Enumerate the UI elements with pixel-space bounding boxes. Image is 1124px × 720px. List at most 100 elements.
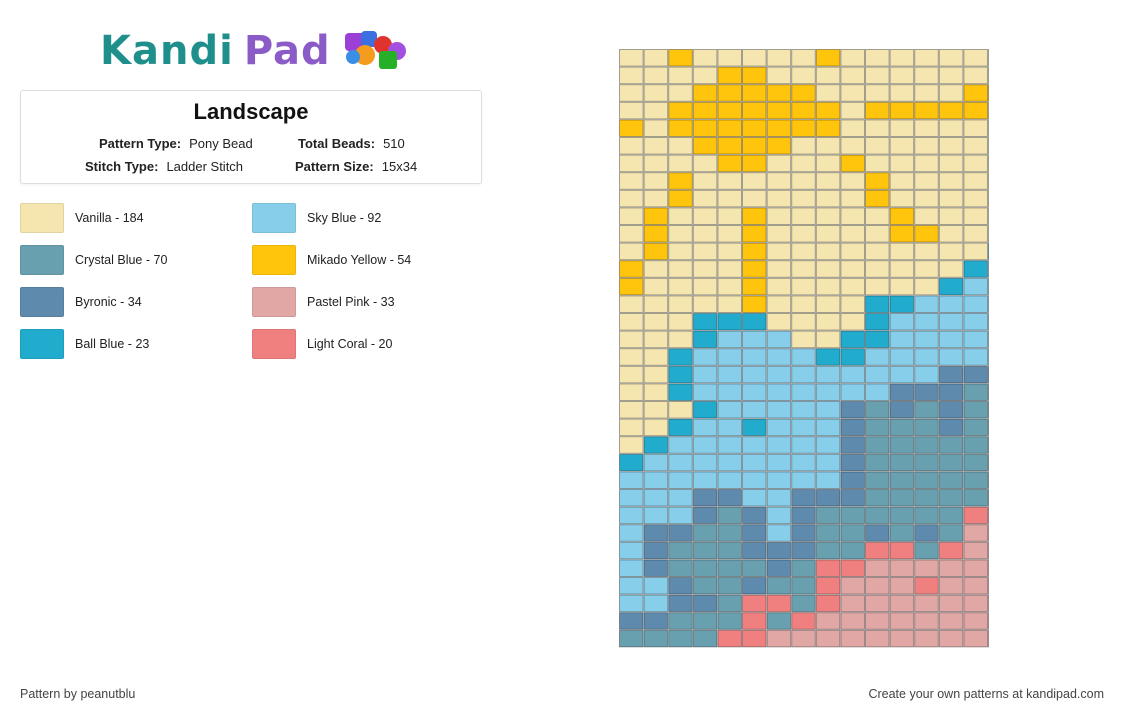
bead-cell — [988, 172, 989, 190]
bead-cell — [791, 137, 816, 155]
bead-cell — [914, 506, 939, 525]
bead-cell — [742, 66, 767, 85]
bead-cell — [668, 436, 693, 454]
kandipad-site-link[interactable]: Create your own patterns at kandipad.com — [868, 687, 1104, 701]
bead-cell — [988, 418, 989, 437]
bead-cell — [643, 559, 669, 577]
bead-cell — [766, 348, 792, 366]
bead-cell — [742, 295, 767, 313]
brand-logo[interactable]: Kandi Pad — [100, 24, 413, 78]
bead-cell — [643, 365, 669, 384]
bead-cell — [840, 612, 865, 630]
bead-cell — [963, 66, 988, 85]
bead-cell — [619, 313, 644, 331]
bead-cell — [791, 154, 816, 173]
bead-cell — [791, 260, 816, 278]
bead-cell — [643, 154, 669, 173]
bead-cell — [619, 594, 644, 613]
bead-cell — [766, 383, 792, 401]
bead-cell — [815, 242, 841, 261]
bead-cell — [619, 189, 644, 208]
legend-label: Sky Blue - 92 — [307, 211, 382, 225]
bead-cell — [766, 137, 792, 155]
bead-cell — [692, 612, 718, 630]
bead-cell — [963, 49, 988, 67]
bead-cell — [766, 189, 792, 208]
bead-cell — [889, 313, 915, 331]
bead-cell — [717, 401, 743, 419]
bead-cell — [643, 207, 669, 225]
bead-cell — [963, 559, 988, 577]
bead-cell — [889, 506, 915, 525]
bead-cell — [717, 313, 743, 331]
bead-cell — [963, 260, 988, 278]
bead-cell — [692, 524, 718, 542]
bead-cell — [988, 313, 989, 331]
bead-cell — [717, 436, 743, 454]
bead-cell — [865, 189, 890, 208]
bead-cell — [889, 154, 915, 173]
bead-cell — [717, 418, 743, 437]
bead-cell — [766, 612, 792, 630]
bead-cell — [914, 137, 939, 155]
bead-cell — [766, 119, 792, 138]
bead-cell — [988, 49, 989, 67]
bead-cell — [963, 84, 988, 102]
bead-cell — [692, 172, 718, 190]
bead-cell — [889, 436, 915, 454]
bead-cell — [914, 84, 939, 102]
bead-cell — [668, 401, 693, 419]
bead-cell — [963, 101, 988, 120]
bead-cell — [791, 418, 816, 437]
bead-cell — [938, 207, 964, 225]
bead-cell — [865, 137, 890, 155]
bead-cell — [766, 225, 792, 243]
bead-cell — [889, 629, 915, 648]
bead-cell — [815, 365, 841, 384]
bead-cell — [766, 49, 792, 67]
bead-cell — [717, 577, 743, 595]
bead-cell — [668, 629, 693, 648]
bead-cell — [766, 524, 792, 542]
bead-cell — [668, 225, 693, 243]
bead-cell — [692, 260, 718, 278]
bead-cell — [692, 207, 718, 225]
bead-cell — [619, 119, 644, 138]
bead-cell — [865, 348, 890, 366]
bead-cell — [840, 172, 865, 190]
bead-cell — [717, 295, 743, 313]
bead-cell — [717, 225, 743, 243]
bead-cell — [668, 453, 693, 472]
logo-pad-text: Pad — [243, 28, 331, 74]
bead-cell — [840, 524, 865, 542]
bead-cell — [742, 559, 767, 577]
bead-cell — [988, 559, 989, 577]
bead-cell — [791, 612, 816, 630]
legend-label: Byronic - 34 — [75, 295, 142, 309]
bead-cell — [815, 189, 841, 208]
bead-cell — [692, 295, 718, 313]
bead-cell — [643, 330, 669, 349]
bead-cell — [619, 277, 644, 296]
legend-item: Mikado Yellow - 54 — [252, 244, 472, 276]
bead-cell — [889, 524, 915, 542]
bead-cell — [692, 383, 718, 401]
bead-cell — [815, 295, 841, 313]
bead-cell — [840, 489, 865, 507]
bead-cell — [766, 242, 792, 261]
bead-cell — [791, 489, 816, 507]
bead-cell — [938, 629, 964, 648]
bead-cell — [766, 260, 792, 278]
bead-cell — [889, 295, 915, 313]
bead-cell — [668, 313, 693, 331]
bead-cell — [619, 383, 644, 401]
bead-cell — [791, 172, 816, 190]
bead-cell — [692, 506, 718, 525]
color-swatch — [20, 287, 64, 317]
bead-cell — [619, 225, 644, 243]
bead-cell — [717, 172, 743, 190]
bead-cell — [766, 365, 792, 384]
bead-cell — [988, 629, 989, 648]
bead-cell — [668, 594, 693, 613]
bead-cell — [865, 172, 890, 190]
